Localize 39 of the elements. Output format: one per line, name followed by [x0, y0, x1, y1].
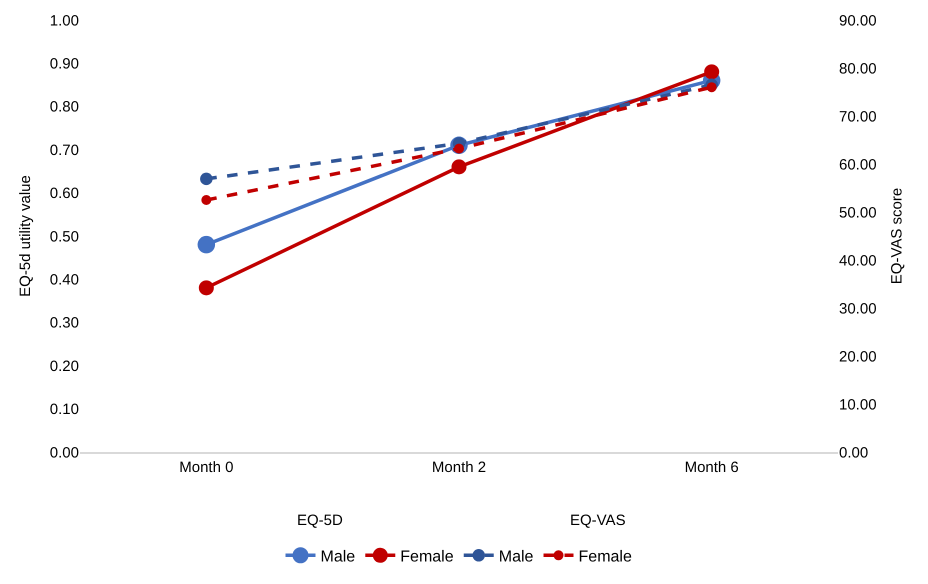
point	[706, 82, 717, 92]
x-tick-label: Month 6	[684, 458, 739, 476]
point	[198, 280, 214, 296]
y2-tick-label: 70.00	[839, 108, 877, 126]
point	[200, 172, 213, 186]
legend-label: Female	[400, 548, 454, 566]
y-tick-label: 0.90	[50, 55, 79, 72]
y2-tick-label: 50.00	[839, 204, 877, 222]
text: EQ-VAS	[570, 512, 626, 529]
y2-tick-label: 20.00	[839, 348, 877, 366]
y-tick-label: 1.00	[50, 12, 79, 30]
legend-label: Female	[578, 548, 632, 566]
y2-tick-label: 90.00	[839, 12, 877, 30]
text: EQ-5D	[297, 512, 344, 529]
y-tick-label: 0.20	[50, 358, 79, 375]
x-tick-label: Month 0	[179, 458, 234, 476]
y-tick-label: 0.60	[50, 185, 79, 202]
point	[452, 159, 466, 174]
y2-tick-label: 40.00	[839, 252, 877, 270]
y-tick-label: 0.50	[50, 228, 79, 246]
y-tick-label: 0.10	[50, 401, 79, 418]
y-tick-label: 0.70	[50, 142, 79, 159]
y2-tick-label: 80.00	[839, 60, 877, 78]
y-axis-title: EQ-5d utility value	[17, 175, 34, 297]
legend-label: Male	[498, 548, 534, 566]
point	[704, 64, 720, 80]
y-tick-label: 0.30	[50, 314, 79, 332]
y-tick-label: 0.00	[50, 444, 79, 462]
x-tick-label: Month 2	[432, 458, 486, 476]
y2-tick-label: 10.00	[839, 396, 877, 414]
point	[198, 236, 216, 254]
y-tick-label: 0.40	[50, 271, 79, 288]
point	[201, 195, 212, 205]
y2-tick-label: 30.00	[839, 300, 877, 318]
y2-tick-label: 60.00	[839, 156, 877, 174]
y2-tick-label: 0.00	[839, 444, 868, 462]
y-tick-label: 0.80	[50, 98, 79, 116]
legend-label: Male	[320, 548, 356, 566]
y2-axis-title: EQ-VAS score	[888, 188, 906, 284]
